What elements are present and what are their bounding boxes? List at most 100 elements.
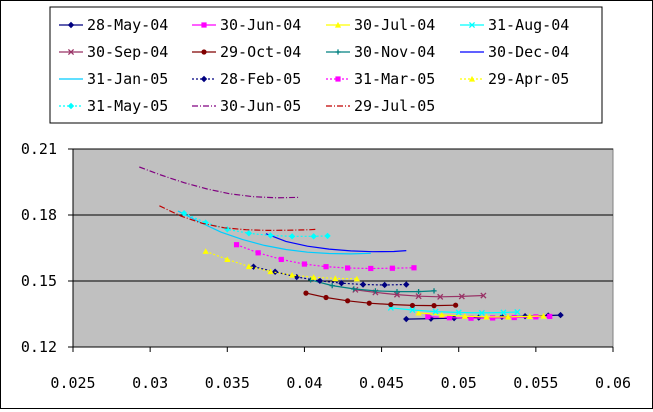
data-point — [324, 232, 331, 240]
data-point — [415, 293, 422, 300]
data-point — [483, 313, 490, 320]
data-point — [475, 314, 482, 321]
series-line — [265, 233, 407, 253]
data-point — [303, 290, 309, 296]
data-point — [409, 302, 416, 309]
series-line — [205, 250, 357, 280]
series-layer — [139, 166, 564, 323]
legend-label: 28-May-04 — [87, 16, 168, 34]
legend-entry: 30-Jun-04 — [192, 16, 301, 34]
series-line — [139, 166, 299, 199]
data-point — [345, 298, 351, 304]
legend-marker — [67, 48, 75, 56]
data-point — [267, 232, 274, 239]
data-point — [332, 275, 339, 281]
legend-label: 30-Dec-04 — [488, 43, 569, 61]
series-31-Mar-05 — [233, 242, 417, 272]
series-29-Apr-05 — [202, 248, 360, 282]
series-line — [177, 210, 371, 255]
legend-entry: 30-Nov-04 — [326, 43, 435, 61]
data-point — [458, 293, 465, 300]
data-point — [437, 293, 444, 300]
data-point — [409, 306, 416, 314]
legend-marker — [468, 21, 476, 29]
data-point — [267, 268, 274, 275]
legend-marker — [334, 21, 342, 28]
data-point — [323, 294, 329, 301]
legend-entry: 31-Mar-05 — [326, 70, 435, 88]
legend-entry: 30-Sep-04 — [59, 43, 168, 61]
legend-entry: 29-Oct-04 — [192, 43, 301, 61]
data-point — [403, 315, 410, 323]
legend-label: 31-Mar-05 — [354, 70, 435, 88]
x-tick-label: 0.03 — [132, 374, 168, 392]
plot-area — [72, 148, 614, 348]
legend-label: 29-Jul-05 — [354, 97, 435, 115]
legend-entry: 30-Dec-04 — [460, 43, 569, 61]
data-point — [310, 274, 317, 280]
data-point — [511, 314, 517, 321]
data-point — [353, 275, 360, 282]
data-point — [316, 277, 324, 284]
legend-marker — [335, 49, 341, 55]
legend-label: 29-Oct-04 — [220, 43, 301, 61]
series-30-Nov-04 — [308, 277, 437, 295]
data-point — [403, 281, 410, 288]
series-30-Jun-04 — [425, 313, 553, 321]
data-point — [255, 250, 261, 256]
data-point — [301, 261, 308, 267]
legend-marker — [67, 102, 75, 110]
data-point — [288, 233, 296, 240]
legend-entry: 31-Aug-04 — [460, 16, 569, 34]
legend-box — [49, 6, 603, 124]
data-point — [453, 302, 459, 308]
legend-marker — [201, 22, 207, 28]
series-30-Jun-05 — [139, 166, 299, 199]
data-point — [461, 313, 468, 319]
data-point — [514, 308, 521, 316]
x-tick-label: 0.04 — [286, 374, 322, 392]
data-point — [526, 313, 533, 320]
series-29-Oct-04 — [303, 290, 459, 309]
legend-entry: 30-Jul-04 — [326, 16, 435, 34]
data-point — [416, 288, 422, 295]
legend-marker — [201, 49, 207, 55]
legend-marker — [67, 21, 75, 29]
legend-label: 30-Jun-04 — [220, 16, 301, 34]
data-point — [438, 311, 445, 318]
data-point — [351, 286, 357, 292]
data-point — [557, 311, 564, 319]
data-point — [233, 242, 240, 248]
x-tick-label: 0.05 — [441, 374, 477, 392]
series-30-Jul-04 — [415, 309, 547, 320]
data-point — [455, 309, 462, 316]
y-tick-label: 0.21 — [21, 140, 57, 158]
data-point — [278, 256, 284, 263]
legend-label: 29-Apr-05 — [488, 70, 569, 88]
legend-label: 31-Aug-04 — [488, 16, 569, 34]
legend-marker — [468, 75, 476, 82]
data-point — [533, 314, 539, 320]
legend-entry: 31-May-05 — [59, 97, 168, 115]
data-point — [504, 313, 512, 320]
data-point — [372, 288, 378, 294]
data-point — [425, 314, 431, 320]
legend-label: 30-Nov-04 — [354, 43, 435, 61]
data-point — [359, 281, 367, 288]
data-point — [345, 265, 351, 271]
data-point — [368, 265, 374, 272]
data-point — [431, 288, 437, 294]
data-point — [224, 256, 231, 263]
legend-label: 28-Feb-05 — [220, 70, 301, 88]
data-point — [480, 292, 487, 299]
legend-marker — [335, 76, 341, 82]
data-point — [323, 264, 329, 270]
data-point — [202, 248, 209, 254]
x-tick-label: 0.06 — [595, 374, 631, 392]
series-line — [183, 212, 328, 237]
data-point — [446, 315, 453, 321]
data-point — [389, 265, 395, 271]
legend-label: 31-Jan-05 — [87, 70, 168, 88]
